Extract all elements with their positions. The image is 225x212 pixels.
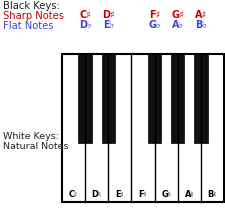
Text: E♭: E♭ <box>103 20 114 30</box>
Bar <box>79 54 92 143</box>
Text: White Keys:: White Keys: <box>3 132 59 141</box>
Bar <box>62 54 224 202</box>
Text: G♭: G♭ <box>148 20 161 30</box>
Text: B♭: B♭ <box>195 20 207 30</box>
Text: G♯: G♯ <box>171 10 184 20</box>
Bar <box>171 54 184 143</box>
Text: G♮: G♮ <box>161 190 171 199</box>
Text: F♯: F♯ <box>149 10 160 20</box>
Text: D♯: D♯ <box>102 10 115 20</box>
Text: Flat Notes: Flat Notes <box>3 21 54 31</box>
Bar <box>194 54 208 143</box>
Text: C♯: C♯ <box>79 10 91 20</box>
Bar <box>101 54 115 143</box>
Bar <box>148 54 161 143</box>
Text: D♭: D♭ <box>79 20 91 30</box>
Text: B♮: B♮ <box>208 190 217 199</box>
Text: Natural Notes: Natural Notes <box>3 142 68 151</box>
Text: A♮: A♮ <box>184 190 194 199</box>
Text: Sharp Notes: Sharp Notes <box>3 11 64 21</box>
Text: D♮: D♮ <box>92 190 102 199</box>
Text: Black Keys:: Black Keys: <box>3 1 60 11</box>
Text: F♮: F♮ <box>139 190 147 199</box>
Text: C♮: C♮ <box>69 190 78 199</box>
Text: A♯: A♯ <box>195 10 207 20</box>
Text: A♭: A♭ <box>172 20 184 30</box>
Text: E♮: E♮ <box>116 190 124 199</box>
